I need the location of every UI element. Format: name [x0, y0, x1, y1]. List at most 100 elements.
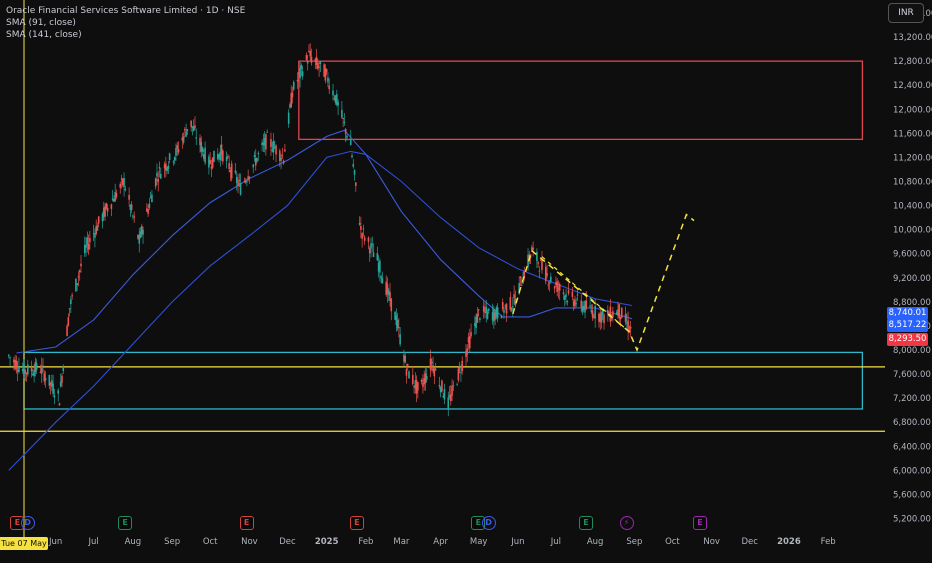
candle-body — [121, 178, 124, 185]
candle-body — [186, 128, 189, 131]
candle-body — [190, 120, 192, 127]
candle-body — [213, 150, 215, 162]
candle-body — [256, 157, 258, 162]
candle-body — [547, 284, 550, 286]
event-marker[interactable]: D — [481, 516, 496, 530]
candle-body — [25, 372, 28, 374]
candle-body — [504, 305, 507, 307]
event-marker[interactable]: E — [118, 516, 133, 530]
candle-body — [222, 150, 224, 162]
candle-body — [262, 142, 265, 146]
candle-body — [110, 204, 113, 209]
candle-body — [452, 385, 455, 387]
candle-body — [151, 194, 153, 203]
x-tick-label: May — [470, 537, 488, 547]
candle-body — [204, 147, 206, 163]
candle-body — [442, 396, 444, 398]
candle-body — [42, 365, 44, 367]
sma-141-label[interactable]: SMA (141, close) — [6, 30, 82, 40]
candle-body — [396, 319, 399, 329]
candle-body — [380, 276, 382, 279]
candle-body — [585, 300, 588, 309]
x-tick-label: Sep — [164, 537, 180, 547]
event-marker[interactable]: E — [349, 516, 364, 530]
candle-body — [235, 177, 238, 183]
candle-body — [448, 395, 451, 398]
candle-body — [591, 310, 594, 318]
candle-body — [512, 306, 514, 308]
candle-body — [124, 188, 127, 191]
candle-body — [624, 314, 627, 322]
candle-body — [280, 157, 282, 161]
resistance-zone — [298, 60, 864, 141]
candle-body — [482, 306, 485, 312]
y-tick-label: 5,600.00 — [893, 490, 931, 500]
event-marker[interactable]: E — [239, 516, 254, 530]
candle-body — [282, 160, 285, 164]
candle-body — [216, 153, 219, 160]
candle-body — [565, 294, 567, 297]
candle-body — [185, 131, 187, 137]
candle-body — [67, 317, 70, 326]
x-tick-label: Apr — [433, 537, 448, 547]
candle-body — [287, 112, 290, 124]
candle-body — [580, 300, 583, 308]
x-tick-label: 2026 — [777, 537, 801, 547]
candle-body — [94, 232, 96, 238]
candle-body — [484, 311, 486, 313]
candle-body — [49, 382, 52, 386]
candle-body — [541, 259, 543, 270]
candle-body — [395, 315, 398, 326]
candle-body — [101, 213, 104, 222]
candle-body — [243, 181, 246, 183]
candle-body — [35, 363, 38, 370]
currency-selector[interactable]: INR — [888, 3, 924, 23]
candle-body — [15, 360, 18, 369]
candle-body — [195, 137, 198, 139]
candle-body — [334, 95, 337, 103]
candle-body — [261, 142, 263, 146]
price-chart[interactable]: 5,200.00 5,600.00 6,000.00 6,400.00 6,800.00… — [0, 0, 932, 550]
x-tick-label: Dec — [741, 537, 758, 547]
candle-body — [201, 147, 204, 152]
x-tick-label: Dec — [279, 537, 296, 547]
candle-body — [265, 134, 267, 150]
candle-body — [209, 160, 211, 164]
candle-body — [177, 148, 180, 153]
candle-body — [305, 55, 308, 60]
candle-body — [576, 294, 579, 296]
candle-body — [211, 157, 214, 168]
candle-body — [449, 394, 452, 402]
candle-body — [589, 305, 591, 307]
candle-body — [386, 284, 389, 294]
candle-body — [128, 194, 130, 200]
candle-body — [567, 290, 570, 294]
candle-body — [237, 181, 239, 186]
event-marker[interactable]: E — [693, 516, 708, 530]
sma-91-label[interactable]: SMA (91, close) — [6, 18, 76, 28]
event-marker[interactable]: D — [20, 516, 35, 530]
candle-body — [404, 355, 407, 363]
price-tag-sma-141: 8,740.01 — [887, 307, 928, 320]
candle-body — [40, 365, 43, 374]
event-marker[interactable]: ⚡ — [619, 516, 634, 530]
candle-body — [113, 199, 115, 202]
candle-body — [172, 161, 175, 163]
candle-body — [298, 72, 300, 75]
candle-body — [509, 297, 512, 310]
candle-body — [175, 147, 177, 156]
event-marker[interactable]: E — [579, 516, 594, 530]
candle-body — [413, 385, 415, 388]
candle-body — [387, 290, 390, 296]
candle-body — [315, 56, 318, 65]
candle-body — [176, 145, 179, 149]
candle-body — [30, 368, 33, 372]
candle-body — [432, 365, 434, 372]
candle-body — [563, 295, 566, 300]
candle-body — [115, 192, 118, 197]
candle-body — [598, 313, 600, 322]
candle-body — [16, 369, 19, 372]
candle-body — [200, 141, 203, 152]
candle-body — [182, 136, 185, 143]
candle-body — [513, 294, 515, 299]
